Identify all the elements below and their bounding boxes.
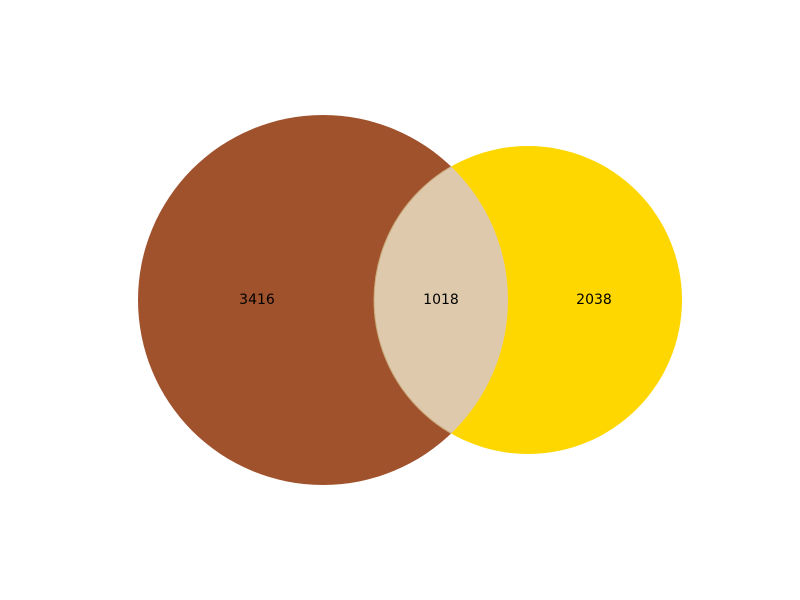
set-a-only-count: 3416	[239, 292, 275, 308]
set-b-only-count: 2038	[576, 292, 612, 308]
intersection-count: 1018	[423, 292, 459, 308]
intersection-region	[373, 145, 508, 455]
